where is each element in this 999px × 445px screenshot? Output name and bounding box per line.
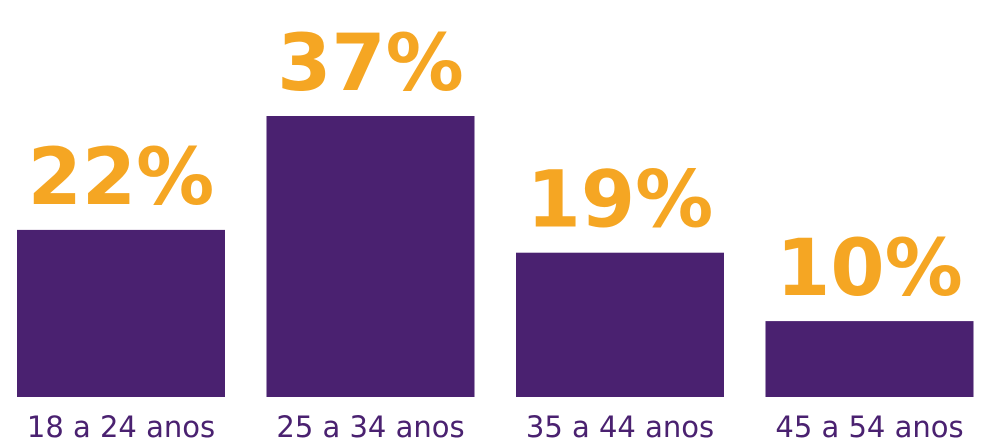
category-label-3: 35 a 44 anos xyxy=(526,410,714,444)
value-label-1: 22% xyxy=(28,133,215,223)
bar-3 xyxy=(516,252,724,397)
value-labels-group: 22% 37% 19% 10% xyxy=(28,19,963,314)
bar-2 xyxy=(266,116,475,397)
category-label-4: 45 a 54 anos xyxy=(775,410,963,444)
bar-1 xyxy=(17,229,225,397)
category-label-1: 18 a 24 anos xyxy=(27,410,215,444)
value-label-2: 37% xyxy=(277,19,464,109)
value-label-3: 19% xyxy=(527,156,714,246)
bar-4 xyxy=(765,321,974,397)
bars-group xyxy=(17,116,974,397)
category-labels-group: 18 a 24 anos 25 a 34 anos 35 a 44 anos 45 a… xyxy=(27,410,964,444)
value-label-4: 10% xyxy=(776,224,963,314)
category-label-2: 25 a 34 anos xyxy=(276,410,464,444)
